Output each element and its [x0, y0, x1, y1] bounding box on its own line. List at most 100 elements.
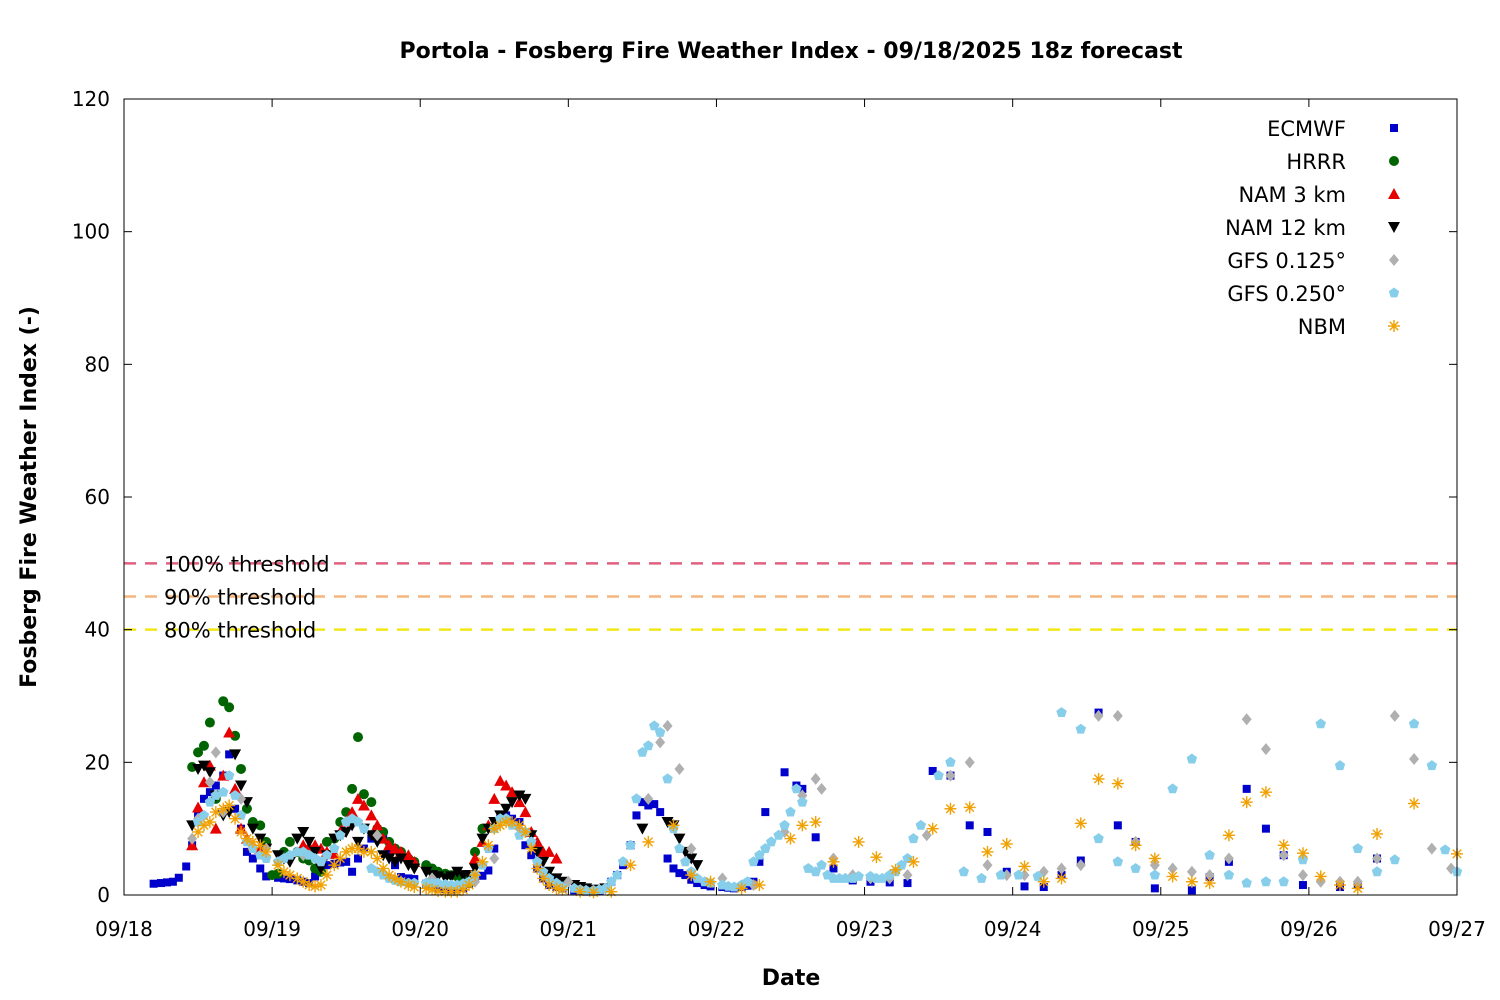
data-point [933, 770, 944, 780]
data-point [248, 854, 257, 863]
data-point [193, 747, 204, 758]
data-point [488, 792, 501, 804]
data-point [260, 845, 273, 858]
data-point [976, 872, 987, 883]
data-point [209, 822, 222, 834]
legend-marker [1389, 254, 1399, 266]
data-point [656, 808, 665, 817]
data-point [348, 867, 357, 876]
data-point [371, 836, 384, 848]
x-tick-label: 09/25 [1132, 917, 1190, 941]
legend-marker [1390, 124, 1398, 132]
data-point [915, 819, 927, 830]
data-point [704, 875, 717, 888]
data-point [149, 879, 158, 888]
data-point [198, 809, 210, 820]
legend-marker [1388, 222, 1400, 233]
data-point [1260, 743, 1271, 756]
data-point [605, 885, 618, 898]
data-point [1203, 877, 1216, 890]
data-point [1315, 718, 1326, 729]
data-point [870, 851, 883, 864]
legend-marker [1388, 287, 1400, 298]
data-point [1075, 859, 1086, 872]
data-point [383, 853, 396, 865]
legend-label: NAM 3 km [1238, 183, 1346, 207]
data-point [162, 878, 171, 887]
data-point [654, 727, 666, 737]
data-point [982, 859, 993, 872]
data-point [371, 819, 384, 831]
data-point [673, 833, 686, 845]
data-point [358, 789, 369, 800]
data-point [1314, 870, 1327, 883]
data-point [303, 836, 316, 848]
data-point [197, 760, 210, 772]
data-point [402, 879, 415, 892]
data-point [810, 772, 821, 785]
data-point [1148, 852, 1161, 865]
data-point [198, 740, 209, 751]
data-point [261, 853, 272, 863]
data-point [469, 863, 482, 875]
data-point [829, 864, 838, 873]
data-point [225, 750, 234, 759]
data-point [1352, 875, 1363, 888]
data-point [204, 717, 215, 728]
data-point [463, 879, 476, 892]
data-point [945, 769, 956, 782]
data-point [1092, 772, 1105, 785]
data-point [631, 793, 642, 804]
data-point [1018, 860, 1031, 873]
data-point [796, 819, 809, 832]
x-tick-label: 09/19 [243, 917, 301, 941]
data-point [1240, 796, 1253, 809]
data-point [445, 871, 458, 883]
legend-label: GFS 0.125° [1227, 249, 1346, 273]
data-point [235, 780, 248, 792]
data-point [675, 869, 684, 878]
data-point [685, 853, 698, 865]
data-point [420, 866, 433, 878]
data-point [779, 819, 790, 830]
data-point [1351, 882, 1364, 895]
data-point [1166, 870, 1179, 883]
data-point [521, 841, 530, 850]
data-point [816, 859, 827, 870]
y-axis-label: Fosberg Fire Weather Index (-) [17, 306, 42, 688]
data-point [907, 855, 920, 868]
data-point [182, 862, 191, 871]
data-point [229, 782, 242, 794]
data-point [174, 873, 183, 882]
data-point [791, 783, 802, 794]
data-point [1204, 869, 1215, 882]
data-point [644, 801, 653, 810]
data-point [643, 740, 654, 751]
data-point [223, 770, 235, 780]
data-point [526, 836, 537, 847]
data-point [691, 860, 704, 872]
data-point [1112, 709, 1123, 722]
data-point [638, 798, 647, 807]
data-point [1278, 876, 1289, 887]
data-point [1389, 854, 1400, 865]
data-point [784, 832, 797, 845]
data-point [291, 833, 304, 845]
data-point [389, 842, 402, 854]
data-point [352, 816, 364, 827]
data-point [1260, 876, 1272, 887]
data-point [1093, 833, 1104, 844]
data-point [1408, 797, 1421, 810]
data-point [320, 869, 333, 882]
data-point [211, 781, 220, 790]
data-point [168, 877, 177, 886]
data-point [203, 767, 216, 779]
x-tick-label: 09/22 [688, 917, 746, 941]
data-point [297, 875, 310, 888]
data-point [1020, 882, 1029, 891]
data-point [469, 869, 482, 882]
data-point [365, 809, 378, 821]
data-point [204, 776, 215, 789]
data-point [335, 829, 346, 840]
data-point [753, 879, 766, 892]
